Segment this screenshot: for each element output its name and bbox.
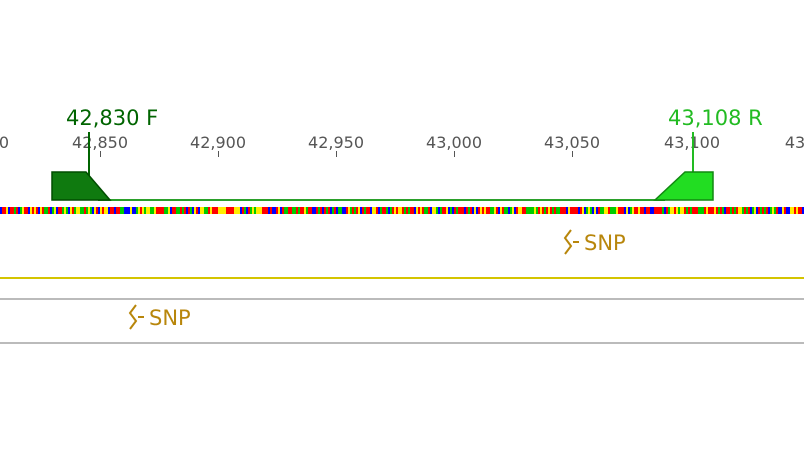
snp-feature[interactable]: SNP	[562, 228, 626, 258]
snp-icon	[563, 229, 579, 255]
ruler-tick-mark	[572, 151, 573, 157]
snp-label: SNP	[149, 306, 191, 330]
track-separator	[0, 298, 804, 300]
ruler-tick-mark	[336, 151, 337, 157]
ruler-tick-label: 0	[0, 133, 10, 152]
reverse-primer-label[interactable]: 43,108 R	[668, 106, 763, 130]
ruler-tick-mark	[454, 151, 455, 157]
ruler-tick-label: 42,850	[72, 133, 128, 152]
ruler-tick-label: 42,950	[308, 133, 364, 152]
snp-feature[interactable]: SNP	[127, 303, 191, 333]
track-separator	[0, 277, 804, 279]
ruler-tick-label: 42,900	[190, 133, 246, 152]
ruler-tick-label: 43,000	[426, 133, 482, 152]
reverse-primer-arrow	[653, 171, 714, 201]
ruler-tick-mark	[100, 151, 101, 157]
ruler-tick-label: 43,050	[544, 133, 600, 152]
ruler-tick-mark	[218, 151, 219, 157]
snp-icon	[128, 304, 144, 330]
track-separator	[0, 342, 804, 344]
sequence-bar	[0, 207, 804, 214]
forward-primer-label[interactable]: 42,830 F	[66, 106, 159, 130]
ruler-tick-label: 43	[784, 133, 804, 152]
pcr-product	[51, 132, 714, 201]
forward-primer-arrow	[51, 171, 112, 201]
snp-label: SNP	[584, 231, 626, 255]
